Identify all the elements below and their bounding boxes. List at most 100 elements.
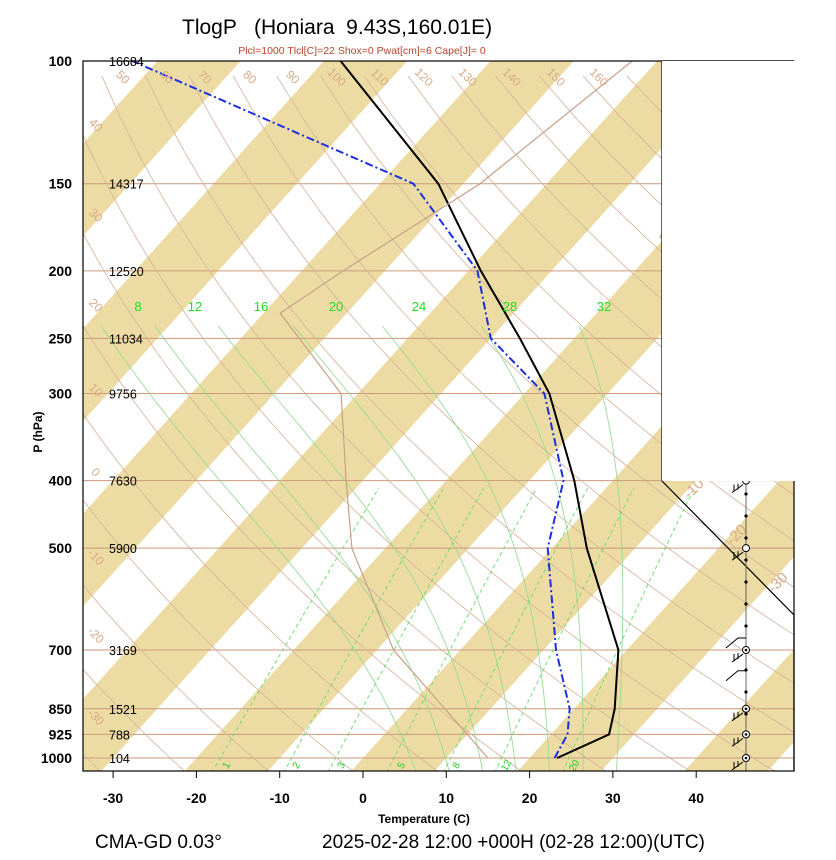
pressure-tick-label: 300 <box>49 386 73 402</box>
moist-adiabat <box>154 325 450 771</box>
height-label: 11034 <box>109 332 143 346</box>
isotherm-band <box>684 649 794 771</box>
dry-adiabat <box>83 499 354 771</box>
height-label: 104 <box>109 752 130 766</box>
isotherm-band <box>83 61 574 607</box>
x-tick-label: -10 <box>270 790 290 806</box>
wind-level-dot <box>744 624 748 628</box>
dry-adiabat <box>83 134 691 771</box>
wind-level-dot <box>744 536 748 540</box>
mixing-ratio-line <box>283 487 444 771</box>
x-tick-label: -20 <box>186 790 206 806</box>
mixing-ratio-line <box>562 487 695 771</box>
pressure-tick-label: 400 <box>49 473 73 489</box>
height-label: 14317 <box>109 178 144 192</box>
isotherm-band <box>83 61 408 422</box>
chart-subtitle: Plcl=1000 Tlcl[C]=22 Shox=0 Pwat[cm]=6 C… <box>238 45 486 57</box>
isotherm-band <box>83 61 241 237</box>
height-label: 9756 <box>109 388 137 402</box>
pressure-tick-label: 200 <box>49 263 73 279</box>
wind-barb <box>731 653 744 663</box>
dry-adiabat <box>145 75 794 733</box>
chart-title: TlogP (Honiara 9.43S,160.01E) <box>182 16 492 39</box>
wind-barb <box>731 761 744 771</box>
wind-level-dot <box>744 580 748 584</box>
height-label: 5900 <box>109 542 137 556</box>
mixing-ratio-line <box>443 487 589 771</box>
x-tick-label: 40 <box>688 790 704 806</box>
height-label: 7630 <box>109 475 137 489</box>
footer-datetime: 2025-02-28 12:00 +000H (02-28 12:00)(UTC… <box>322 832 705 853</box>
pressure-tick-label: 500 <box>49 540 73 556</box>
moist-adiabat <box>579 325 624 771</box>
mixing-ratio-line <box>495 487 635 771</box>
wind-barb <box>731 737 744 747</box>
dry-adiabat-lines <box>83 75 794 771</box>
moist-adiabat <box>217 325 484 771</box>
x-tick-label: 20 <box>522 790 538 806</box>
wind-flag <box>725 637 746 649</box>
pressure-tick-label: 1000 <box>41 750 72 766</box>
dry-adiabat <box>83 584 270 771</box>
mixing-ratio-label: 8 <box>134 299 141 314</box>
pressure-tick-label: 250 <box>49 330 73 346</box>
mixing-ratio-lines <box>212 487 695 771</box>
mixing-ratio-line <box>386 487 537 771</box>
wind-barb <box>731 711 744 722</box>
dry-adiabat <box>363 75 794 496</box>
x-tick-label: -30 <box>103 790 123 806</box>
isotherm-band <box>184 94 794 771</box>
wind-level-dot <box>744 558 748 562</box>
dry-adiabat <box>101 75 776 771</box>
pressure-tick-label: 925 <box>49 726 73 742</box>
moist-adiabat <box>480 325 584 771</box>
mixing-ratio-line <box>328 487 485 771</box>
wind-level-dot <box>744 602 748 606</box>
dry-adiabat <box>232 75 794 636</box>
height-label: 16684 <box>109 55 144 69</box>
wind-flag <box>725 670 746 682</box>
height-label: 3169 <box>109 644 137 658</box>
pressure-tick-label: 700 <box>49 642 73 658</box>
isotherm-bands <box>83 61 794 771</box>
mixing-ratio-label: 16 <box>254 299 268 314</box>
isotherm-band <box>517 464 794 771</box>
dry-adiabat <box>83 668 185 771</box>
temperature-profile <box>339 61 620 759</box>
moist-adiabat-lines <box>100 325 624 771</box>
dry-adiabat <box>320 75 794 542</box>
moist-adiabat <box>381 325 550 771</box>
dry-adiabat <box>188 75 794 684</box>
wind-level-dot <box>744 756 748 760</box>
footer-model: CMA-GD 0.03° <box>95 832 222 853</box>
wind-level-dot <box>744 712 748 716</box>
x-tick-label: 30 <box>605 790 621 806</box>
wind-barb <box>731 483 744 494</box>
wind-level-dot <box>744 707 748 711</box>
mixing-ratio-bottom-label: 3 <box>336 760 349 771</box>
y-axis-label: P (hPa) <box>31 411 45 452</box>
wind-level-dot <box>744 514 748 518</box>
adiabat-top-label: 50 <box>113 67 133 87</box>
wind-barb <box>731 551 744 561</box>
dry-adiabat <box>83 413 438 771</box>
mixing-ratio-bottom-label: 1 <box>221 760 234 771</box>
plot-margin-mask <box>662 61 795 481</box>
dewpoint-profile <box>131 61 571 759</box>
sounding-profiles <box>131 61 633 759</box>
x-axis-label: Temperature (C) <box>378 812 470 826</box>
wind-level-dot <box>744 733 748 736</box>
pressure-tick-label: 100 <box>49 53 73 69</box>
mixing-ratio-label: 12 <box>188 299 202 314</box>
height-label: 1521 <box>109 703 137 717</box>
moist-adiabat <box>293 325 517 771</box>
moist-adiabat <box>100 325 417 771</box>
wind-calm-circle <box>742 544 750 553</box>
height-label: 12520 <box>109 265 144 279</box>
mixing-ratio-bottom-label: 2 <box>291 760 304 771</box>
height-label: 788 <box>109 728 130 742</box>
adiabat-left-label: -20 <box>85 624 107 646</box>
adiabat-top-label: 80 <box>240 67 260 87</box>
mixing-ratio-label: 28 <box>503 299 517 314</box>
